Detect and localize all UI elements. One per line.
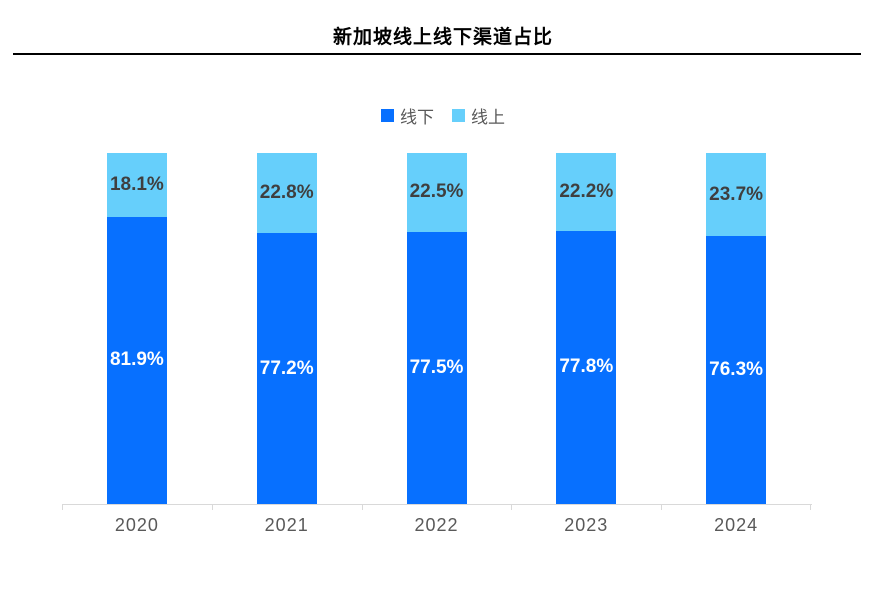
bar-segment-online[interactable]: 22.2% [556, 153, 617, 231]
bar-label-offline: 77.8% [559, 356, 614, 378]
bar-group-2024[interactable]: 23.7% 76.3% [706, 153, 767, 504]
bar-label-offline: 81.9% [109, 349, 164, 371]
x-tick [62, 504, 63, 510]
bar-segment-offline[interactable]: 77.2% [256, 233, 317, 504]
legend-item-online[interactable]: 线上 [452, 103, 505, 128]
x-tick [361, 504, 363, 510]
bar-segment-offline[interactable]: 77.8% [556, 230, 617, 504]
bar-segment-online[interactable]: 23.7% [706, 153, 767, 237]
bar-label-online: 22.5% [409, 181, 464, 203]
x-tick-label: 2020 [114, 515, 159, 535]
bar-label-offline: 77.5% [409, 356, 464, 378]
title-divider [13, 53, 861, 55]
legend-swatch-offline-icon [381, 109, 394, 122]
x-tick [661, 504, 663, 510]
bar-label-offline: 76.3% [709, 359, 764, 381]
legend-label-online: 线上 [471, 108, 505, 127]
bar-label-online: 18.1% [109, 173, 164, 195]
legend-item-offline[interactable]: 线下 [381, 103, 434, 128]
x-tick-label: 2024 [714, 515, 759, 535]
legend: 线下 线上 [0, 103, 886, 128]
bar-label-offline: 77.2% [259, 357, 314, 379]
legend-swatch-online-icon [452, 109, 465, 122]
bar-segment-online[interactable]: 18.1% [106, 153, 167, 217]
bar-label-online: 23.7% [709, 183, 764, 205]
x-tick [211, 504, 213, 510]
bar-segment-offline[interactable]: 76.3% [706, 236, 767, 504]
bar-group-2020[interactable]: 18.1% 81.9% [106, 153, 167, 504]
plot-area: 18.1% 81.9% 2020 22.8% 77.2% 2021 22.5% 77.5% 20… [62, 153, 812, 535]
x-tick [511, 504, 513, 510]
legend-label-offline: 线下 [400, 108, 434, 127]
x-tick [810, 504, 811, 510]
bar-segment-offline[interactable]: 81.9% [106, 216, 167, 504]
x-tick-label: 2022 [414, 515, 459, 535]
chart-title: 新加坡线上线下渠道占比 [332, 27, 553, 48]
bar-group-2022[interactable]: 22.5% 77.5% [406, 153, 467, 504]
bar-label-online: 22.2% [559, 180, 614, 202]
bar-segment-online[interactable]: 22.5% [406, 153, 467, 232]
bar-group-2021[interactable]: 22.8% 77.2% [256, 153, 317, 504]
x-tick-label: 2023 [564, 515, 609, 535]
bar-segment-offline[interactable]: 77.5% [406, 231, 467, 504]
bar-segment-online[interactable]: 22.8% [256, 153, 317, 234]
bar-group-2023[interactable]: 22.2% 77.8% [556, 153, 617, 504]
x-axis-line [62, 504, 812, 505]
bar-label-online: 22.8% [259, 182, 314, 203]
x-tick-label: 2021 [264, 515, 309, 535]
